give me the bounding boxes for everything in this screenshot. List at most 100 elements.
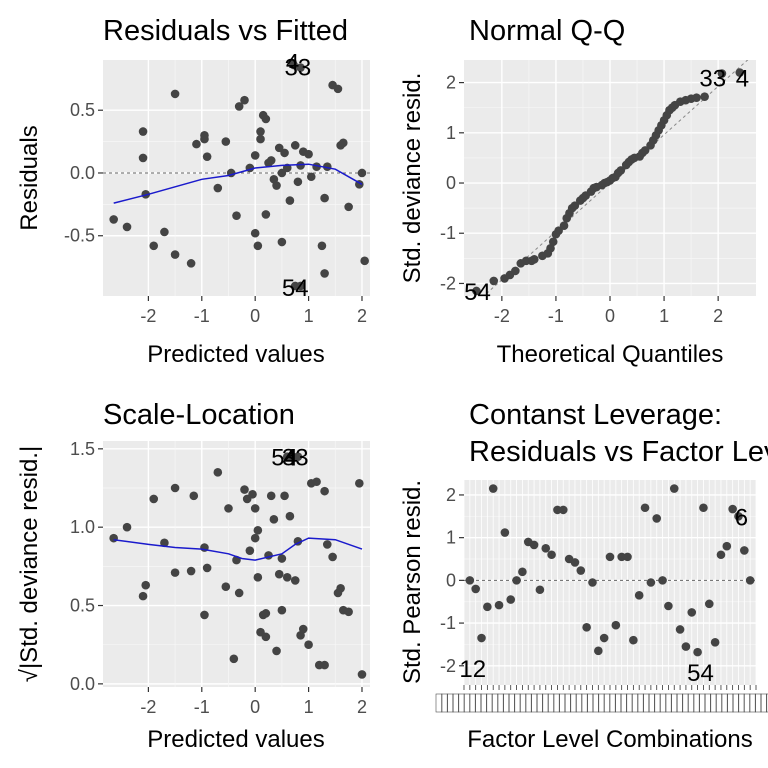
data-point (304, 640, 313, 649)
factor-level-tick-glyph (480, 693, 488, 713)
x-tick-label: 2 (357, 306, 367, 326)
data-point (333, 84, 343, 94)
y-tick-label: -0.5 (64, 226, 95, 246)
data-point (336, 583, 345, 593)
data-point (256, 127, 265, 136)
factor-level-tick-glyph (474, 693, 482, 713)
data-point (293, 452, 303, 461)
data-point (576, 566, 586, 575)
data-point (245, 546, 255, 555)
data-point (541, 544, 551, 553)
data-point (122, 522, 132, 532)
data-point (122, 222, 132, 232)
y-axis-title: √|Std. deviance resid.| (16, 446, 43, 682)
data-point (170, 250, 180, 259)
data-point (616, 166, 626, 175)
panel-title-line-1: Contanst Leverage: (469, 399, 722, 431)
data-point (710, 637, 720, 647)
data-point (202, 563, 212, 573)
data-point (355, 479, 364, 488)
factor-level-tick-glyph (637, 693, 644, 713)
data-point (277, 605, 287, 615)
point-label: 12 (459, 656, 486, 683)
data-point (280, 491, 289, 501)
point-label: 4 (283, 445, 296, 472)
data-point (328, 552, 337, 562)
data-point (344, 607, 353, 617)
data-point (253, 526, 263, 535)
normal-qq-panel: Normal Q-Q -2 -1 0 1 2 -2 -1 0 1 2 33 4 54 Theoretic… (399, 15, 756, 368)
data-point (735, 68, 745, 77)
data-point (357, 670, 367, 679)
data-point (518, 567, 527, 577)
data-point (296, 281, 305, 291)
data-point (546, 243, 555, 253)
data-point (289, 60, 298, 70)
data-point (272, 181, 281, 190)
point-label: 54 (271, 445, 298, 472)
factor-level-tick-glyph (631, 693, 639, 713)
x-tick-label: 2 (713, 306, 723, 326)
y-tick-label: -1 (440, 613, 456, 633)
factor-level-tick-glyph (676, 693, 684, 713)
data-point (266, 491, 276, 501)
data-point (700, 92, 709, 101)
x-tick-label: 1 (304, 697, 314, 717)
data-point (588, 578, 597, 587)
data-point (200, 134, 209, 144)
data-point (269, 515, 279, 524)
factor-level-tick-glyph (536, 693, 544, 713)
factor-level-tick-glyph (715, 693, 723, 713)
y-tick-label: 0 (446, 570, 456, 590)
data-point (170, 89, 180, 99)
factor-level-tick-glyph (614, 693, 622, 713)
factor-level-tick-glyph (491, 693, 499, 713)
data-point (256, 134, 265, 144)
x-tick-label: -2 (140, 306, 156, 326)
data-point (312, 477, 321, 487)
data-point (250, 504, 260, 513)
factor-level-tick-glyph (754, 693, 762, 713)
data-point (500, 528, 510, 537)
data-point (548, 237, 558, 247)
y-tick-label: 0.5 (70, 596, 95, 616)
data-point (320, 193, 329, 203)
y-tick-label: 1 (446, 528, 456, 548)
plot-layer (472, 60, 749, 296)
point-label: 6 (735, 504, 748, 531)
data-point (611, 620, 621, 630)
y-tick-label: 0.5 (70, 100, 95, 120)
factor-level-tick-glyph (654, 693, 661, 713)
data-point (272, 646, 281, 656)
data-point (357, 168, 367, 178)
factor-level-tick-glyph (743, 693, 751, 713)
data-point (138, 127, 148, 136)
data-point (138, 153, 148, 163)
point-label: 54 (282, 275, 309, 302)
data-point (529, 540, 539, 550)
x-tick-label: -1 (194, 306, 210, 326)
data-point (141, 580, 151, 590)
data-point (745, 576, 755, 585)
data-point (277, 554, 287, 563)
data-point (280, 148, 289, 158)
data-point (339, 138, 348, 148)
factor-level-tick-glyph (738, 693, 745, 713)
y-tick-label: -1 (440, 223, 456, 243)
data-point (640, 146, 650, 155)
data-point (360, 256, 369, 266)
factor-level-tick-glyph (710, 693, 717, 713)
data-point (290, 141, 300, 150)
data-point (477, 633, 486, 643)
factor-level-tick-glyph (547, 693, 555, 713)
data-point (160, 227, 169, 237)
data-point (229, 654, 239, 664)
data-point (320, 269, 329, 278)
data-point (189, 491, 199, 501)
data-point (605, 552, 615, 562)
x-axis-title: Theoretical Quantiles (497, 341, 724, 368)
factor-level-tick-glyph (626, 693, 633, 713)
data-point (149, 241, 159, 251)
data-point (192, 139, 201, 149)
factor-level-tick-glyph (553, 693, 560, 713)
